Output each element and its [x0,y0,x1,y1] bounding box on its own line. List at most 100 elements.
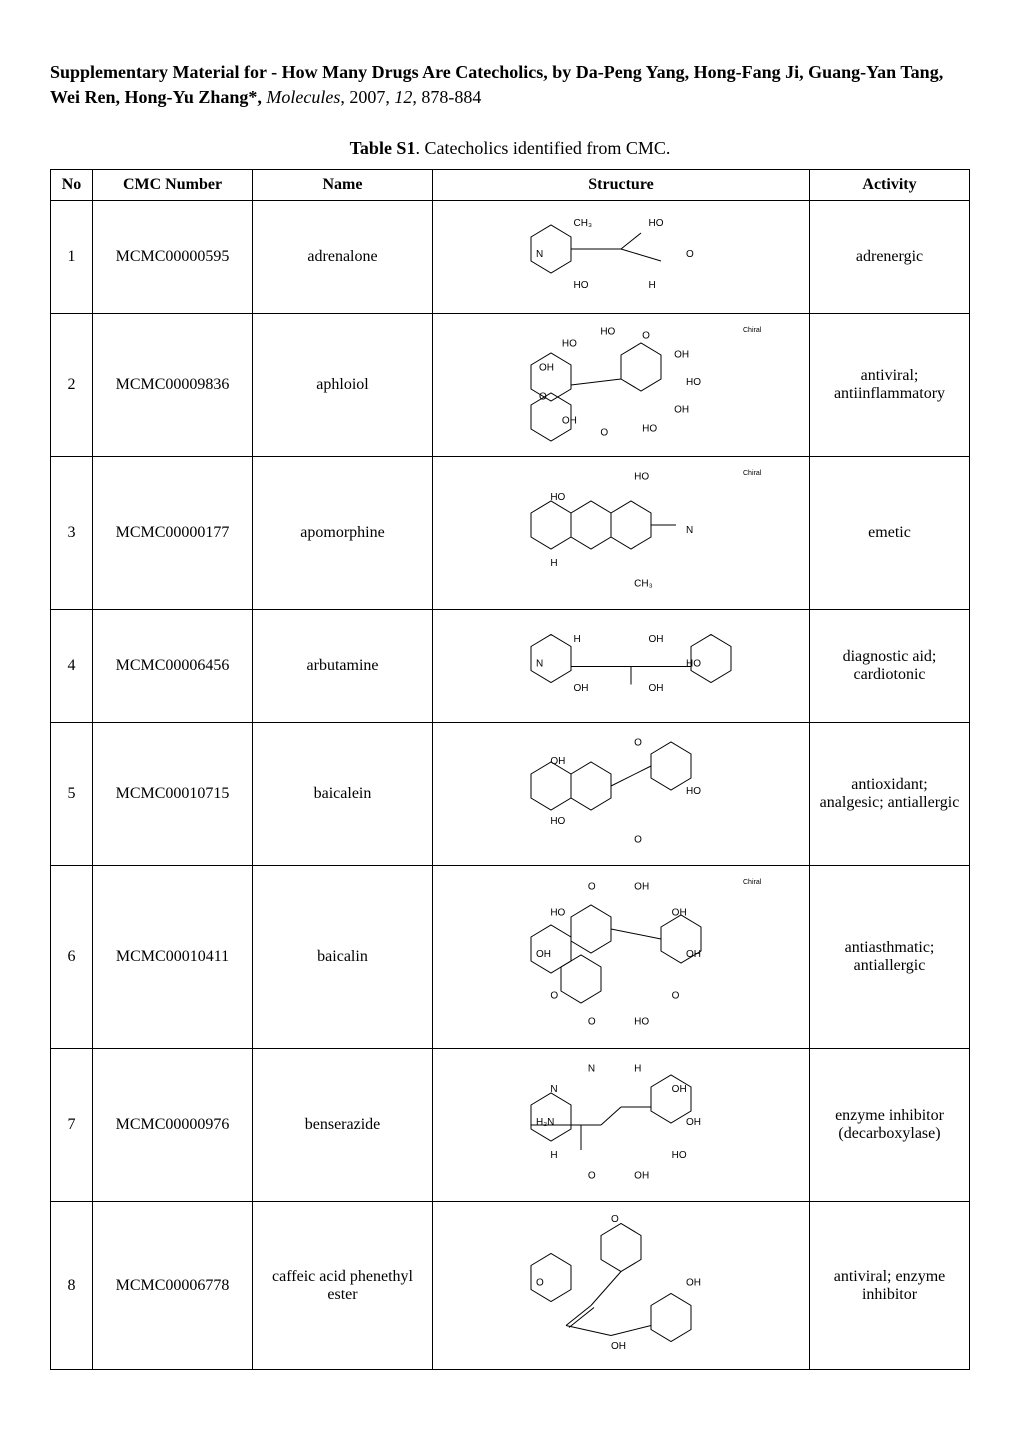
table-body: 1MCMC00000595adrenaloneOHHONCH₃HOadrener… [51,201,970,1370]
svg-text:OH: OH [634,1171,649,1182]
table-header-row: No CMC Number Name Structure Activity [51,170,970,201]
cell-cmc-number: MCMC00000595 [93,201,253,314]
header-pages: , 878-884 [412,87,481,107]
cell-activity: antiviral; antiinflammatory [810,314,970,457]
paper-header: Supplementary Material for - How Many Dr… [50,60,970,110]
cell-cmc-number: MCMC00000976 [93,1049,253,1202]
cell-cmc-number: MCMC00009836 [93,314,253,457]
svg-text:H₂N: H₂N [536,1117,554,1128]
svg-text:O: O [672,991,680,1002]
svg-text:O: O [634,835,642,846]
header-bold: Supplementary Material for - How Many Dr… [50,62,943,107]
svg-text:O: O [588,1171,596,1182]
svg-text:O: O [611,1214,619,1225]
svg-text:OH: OH [649,634,664,645]
svg-text:O: O [588,882,596,893]
cell-no: 8 [51,1202,93,1370]
cell-compound-name: apomorphine [253,457,433,610]
svg-text:OH: OH [562,416,577,427]
table-row: 3MCMC00000177apomorphineNCH₃HHOHOChirale… [51,457,970,610]
cell-activity: adrenergic [810,201,970,314]
svg-text:O: O [550,991,558,1002]
svg-text:O: O [642,331,650,342]
structure-diagram: HOOHOOHO [441,729,801,859]
svg-text:N: N [536,658,543,669]
table-row: 6MCMC00010411baicalinOHOHOOOOHHOOOHOHChi… [51,866,970,1049]
cell-cmc-number: MCMC00000177 [93,457,253,610]
svg-text:HO: HO [550,816,565,827]
col-header-name: Name [253,170,433,201]
svg-text:OH: OH [550,756,565,767]
svg-text:OH: OH [674,405,689,416]
svg-text:HO: HO [550,908,565,919]
structure-diagram: HOOHHOOOHOOHHOHOOOHChiral [441,320,801,450]
svg-text:OH: OH [611,1341,626,1352]
table-row: 4MCMC00006456arbutamineHOOHOHNHOHdiagnos… [51,610,970,723]
cell-cmc-number: MCMC00010411 [93,866,253,1049]
svg-text:CH₃: CH₃ [574,218,593,229]
svg-text:OH: OH [536,949,551,960]
cell-compound-name: aphloiol [253,314,433,457]
svg-text:OH: OH [539,363,554,374]
svg-text:N: N [686,525,693,536]
structure-diagram: NCH₃HHOHOChiral [441,463,801,603]
cell-cmc-number: MCMC00006778 [93,1202,253,1370]
table-row: 2MCMC00009836aphloiolHOOHHOOOHOOHHOHOOOH… [51,314,970,457]
cell-structure: NCH₃HHOHOChiral [433,457,810,610]
svg-text:OH: OH [574,683,589,694]
cell-structure: HOOHHOOOHOOHHOHOOOHChiral [433,314,810,457]
svg-text:OH: OH [634,882,649,893]
cell-activity: antioxidant; analgesic; antiallergic [810,723,970,866]
table-title-label: Table S1 [350,138,416,158]
svg-text:HO: HO [686,786,701,797]
svg-text:O: O [588,1017,596,1028]
catecholics-table: No CMC Number Name Structure Activity 1M… [50,169,970,1370]
cell-compound-name: baicalin [253,866,433,1049]
cell-no: 5 [51,723,93,866]
svg-text:H: H [574,634,581,645]
cell-activity: emetic [810,457,970,610]
cell-cmc-number: MCMC00010715 [93,723,253,866]
structure-diagram: OHHOOHOHH₂NNNHOH [441,1055,801,1195]
structure-diagram: HOOHOHNHOH [441,616,801,716]
col-header-structure: Structure [433,170,810,201]
cell-no: 2 [51,314,93,457]
cell-activity: diagnostic aid; cardiotonic [810,610,970,723]
svg-text:Chiral: Chiral [743,470,762,477]
cell-compound-name: adrenalone [253,201,433,314]
table-row: 5MCMC00010715baicaleinHOOHOOHOantioxidan… [51,723,970,866]
svg-text:HO: HO [672,1150,687,1161]
cell-no: 1 [51,201,93,314]
svg-text:O: O [539,392,547,403]
header-volume: 12 [394,87,412,107]
svg-text:N: N [536,249,543,260]
svg-text:O: O [634,738,642,749]
cell-structure: HOOHOOHO [433,723,810,866]
svg-text:N: N [588,1064,595,1075]
svg-text:H: H [649,281,656,292]
table-row: 7MCMC00000976benserazideOHHOOHOHH₂NNNHOH… [51,1049,970,1202]
svg-text:HO: HO [649,218,664,229]
cell-activity: antiasthmatic; antiallergic [810,866,970,1049]
cell-compound-name: caffeic acid phenethyl ester [253,1202,433,1370]
svg-text:O: O [600,428,608,439]
svg-text:HO: HO [686,377,701,388]
svg-text:OH: OH [686,1278,701,1289]
cell-no: 7 [51,1049,93,1202]
cell-activity: antiviral; enzyme inhibitor [810,1202,970,1370]
svg-text:HO: HO [634,1017,649,1028]
header-suffix-1: , 2007, [340,87,394,107]
svg-text:HO: HO [550,492,565,503]
svg-text:H: H [550,1150,557,1161]
svg-text:HO: HO [574,281,589,292]
cell-compound-name: arbutamine [253,610,433,723]
svg-text:HO: HO [562,339,577,350]
col-header-cmc: CMC Number [93,170,253,201]
svg-text:H: H [634,1064,641,1075]
svg-text:OH: OH [686,949,701,960]
structure-diagram: OH OH O O [441,1208,801,1363]
cell-compound-name: benserazide [253,1049,433,1202]
svg-text:CH₃: CH₃ [634,579,653,590]
structure-diagram: OHHONCH₃HO [441,207,801,307]
svg-text:O: O [536,1278,544,1289]
